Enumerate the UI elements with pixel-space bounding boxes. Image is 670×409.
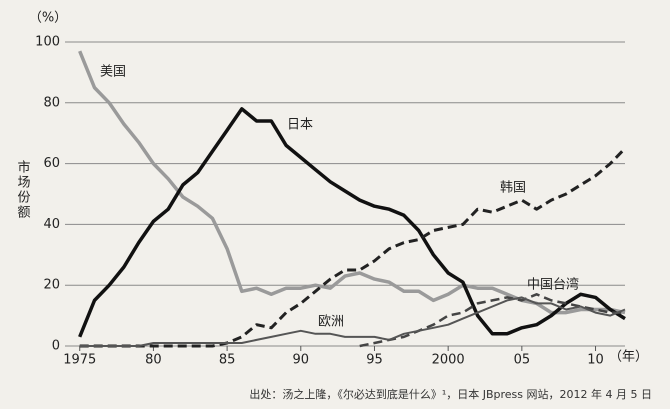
- series-line: [79, 147, 627, 348]
- series-line: [79, 296, 626, 347]
- series-line: [359, 293, 625, 348]
- x-tick-label: 90: [293, 353, 310, 368]
- series-label: 美国: [100, 65, 126, 80]
- y-tick-label: 0: [52, 339, 60, 354]
- y-tick-label: 40: [43, 217, 60, 232]
- y-axis-label: 市场份额: [15, 159, 31, 220]
- x-tick-label: 2000: [432, 353, 465, 368]
- series-label: 韩国: [500, 181, 526, 196]
- x-tick-label: 05: [514, 353, 531, 368]
- series-line: [78, 50, 626, 315]
- y-tick-label: 20: [43, 278, 60, 293]
- series-line: [78, 107, 626, 338]
- x-tick-label: 10: [587, 353, 604, 368]
- y-tick-label: 80: [43, 95, 60, 110]
- x-tick-label: 85: [219, 353, 236, 368]
- y-tick-label: 100: [35, 35, 60, 50]
- y-tick-label: 60: [43, 156, 60, 171]
- x-tick-label: 80: [145, 353, 162, 368]
- series-label: 欧洲: [318, 315, 344, 330]
- y-unit: （%）: [29, 11, 67, 26]
- x-tick-label: 95: [366, 353, 383, 368]
- series-label: 日本: [287, 118, 313, 133]
- x-unit: （年）: [609, 350, 648, 365]
- source-note: 出处：汤之上隆，《尔必达到底是什么》¹，日本 JBpress 网站，2012 年…: [249, 387, 652, 401]
- x-tick-label: 1975: [63, 353, 96, 368]
- series-label: 中国台湾: [527, 277, 579, 293]
